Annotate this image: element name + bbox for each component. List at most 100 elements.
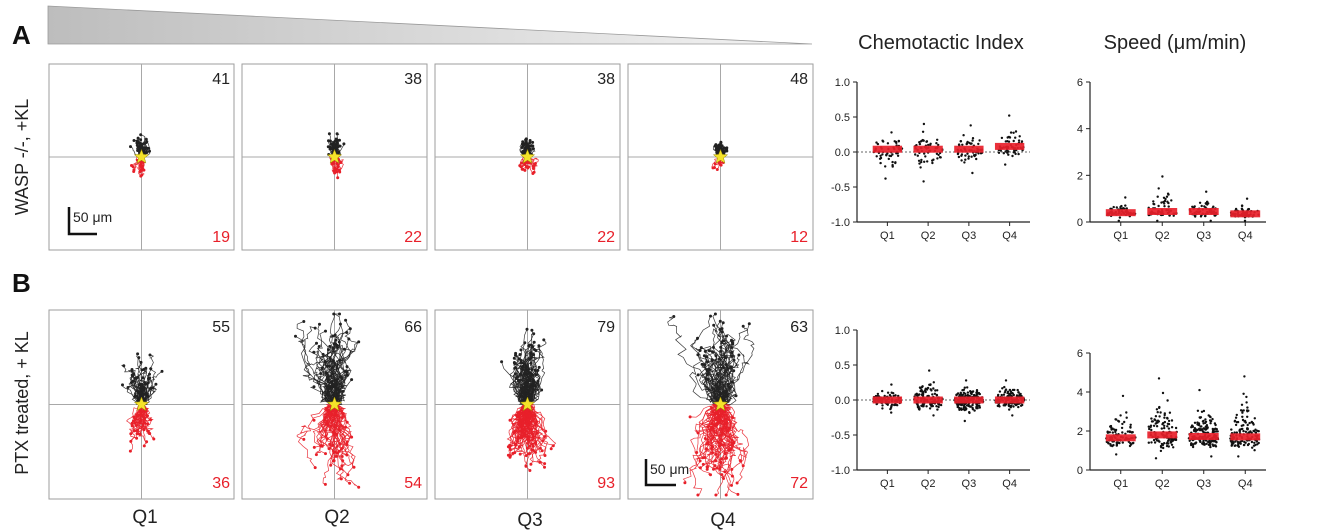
data-point [1165,195,1169,198]
data-point [964,158,967,161]
downward-track-end [518,436,522,440]
data-point [1170,443,1174,446]
data-point [1163,424,1166,427]
data-point [1202,409,1206,413]
data-point [1207,414,1210,417]
data-point [1231,440,1235,443]
data-point [921,394,925,398]
data-point [1193,429,1196,433]
downward-track-end [531,172,535,175]
data-point [975,157,978,161]
data-point [919,166,922,169]
data-point [1115,441,1118,444]
data-point [1212,205,1215,208]
y-tick-label: 4 [1077,124,1083,136]
downward-track [518,404,534,451]
origin-star-icon [519,148,536,164]
upward-track [712,359,727,405]
upward-track-end [141,376,145,380]
upward-track [141,384,157,405]
upward-track-end [144,141,148,145]
mean-bar [1230,210,1261,218]
downward-track [333,404,348,443]
data-point [964,154,967,157]
data-point [1017,139,1021,142]
x-tick-label: Q2 [1155,478,1170,490]
downward-track-end [135,436,139,440]
data-point [1007,153,1010,156]
downward-track-end [132,429,136,433]
down-count-a-q4: 12 [790,229,808,246]
data-point [1014,403,1018,407]
data-point [961,143,964,146]
data-point [1152,438,1156,442]
data-point [1245,197,1249,200]
data-point [924,155,927,158]
data-point [1172,446,1175,449]
quadrant-label-q2: Q2 [324,507,349,528]
upward-track-end [145,151,149,154]
data-point [934,389,937,392]
upward-track [137,357,148,405]
scale-bar-a: 50 μm [67,207,112,236]
data-point [932,414,935,417]
data-point [957,406,961,410]
data-point [1246,427,1249,431]
data-point [1191,205,1194,208]
data-point [1016,388,1019,392]
panel-letter-b: B [12,268,31,298]
downward-track [689,404,721,496]
data-point [876,392,880,396]
data-point [1119,205,1122,209]
data-point [1195,428,1199,431]
upward-track-end [730,354,734,358]
data-point [1246,415,1249,418]
downward-track [318,404,335,439]
data-point [1012,405,1015,408]
downward-track-end [531,164,535,168]
downward-track-end [133,421,137,425]
upward-track-end [313,326,317,330]
data-point [891,160,894,164]
downward-track [322,404,335,485]
data-point [916,154,919,157]
data-point [939,403,943,407]
data-point [1199,416,1203,419]
upward-track-end [338,138,341,142]
data-point [1121,431,1124,434]
data-point [879,161,882,165]
data-point [1230,428,1233,431]
dot-plot-b-chemotactic-index: 1.0 0.5 0.0 -0.5 -1.0 Q1 Q2 Q3 Q4 [831,325,1030,490]
dot-plot-a-speed: 6 4 2 0 Q1 Q2 Q3 Q4 [1077,77,1266,242]
downward-track-end [724,493,728,497]
upward-track-end [350,378,354,382]
data-point [1107,441,1110,445]
data-point [1254,428,1257,431]
upward-track-end [712,323,716,327]
downward-track-end [730,483,733,487]
downward-track-end [713,459,717,462]
downward-track [137,404,150,434]
data-point [932,387,935,390]
data-point [917,159,921,162]
upward-track-end [519,348,523,352]
data-point [1209,415,1212,419]
downward-track-end [352,465,356,469]
data-point [928,369,931,372]
upward-track-end [145,392,149,396]
downward-track-end [713,166,716,170]
data-point [1149,424,1153,427]
data-point [1165,444,1169,448]
upward-track [302,351,335,405]
downward-track-end [131,419,135,423]
data-point [963,403,967,406]
upward-track-end [135,139,139,143]
data-point [918,386,922,389]
y-tick-label: 1.0 [835,77,850,89]
data-point [997,151,1001,154]
data-point [1209,219,1212,222]
data-point [1235,413,1239,417]
upward-track-end [523,387,527,391]
